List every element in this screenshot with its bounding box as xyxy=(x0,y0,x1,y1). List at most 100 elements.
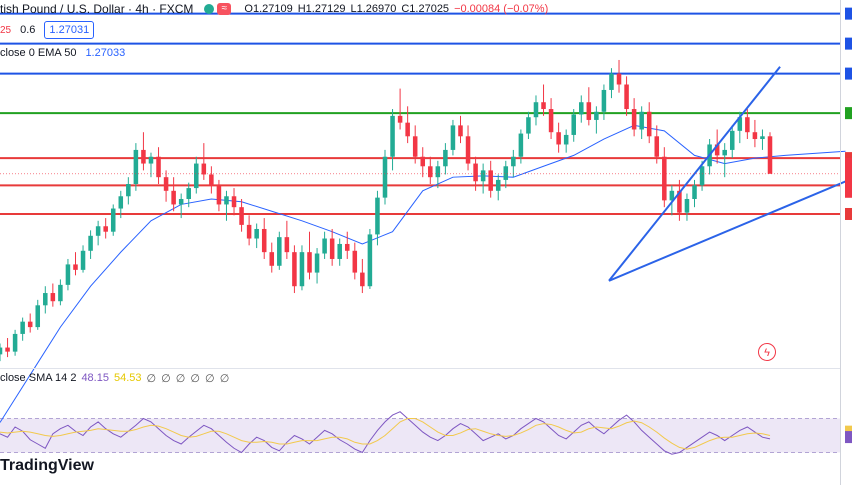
rsi-ma-value: 54.53 xyxy=(113,372,142,384)
change-value: −0.00084 (−0.07%) xyxy=(454,3,549,15)
candle-body xyxy=(277,237,282,266)
rsi-label: close SMA 14 2 xyxy=(0,372,77,384)
lightning-icon[interactable]: ϟ xyxy=(758,343,776,361)
candle-body xyxy=(669,190,675,201)
candle-body xyxy=(699,166,705,186)
candle-body xyxy=(397,115,403,123)
candle-body xyxy=(503,166,509,180)
sell-button[interactable]: 25 xyxy=(0,24,12,36)
candle-body xyxy=(533,102,539,118)
candle-body xyxy=(209,174,214,186)
spread-value: 0.6 xyxy=(20,24,36,36)
candle-body xyxy=(231,196,237,208)
rsi-value: 48.15 xyxy=(81,372,109,384)
candle-body xyxy=(450,125,456,150)
candle-body xyxy=(254,228,259,239)
candle-body xyxy=(541,102,546,110)
candle-body xyxy=(329,238,335,259)
candle-body xyxy=(314,253,320,273)
trendline xyxy=(608,66,781,282)
candle-body xyxy=(65,264,71,285)
candle-body xyxy=(367,234,373,287)
candle-body xyxy=(88,235,93,251)
candle-body xyxy=(126,184,131,197)
candle-body xyxy=(760,136,765,140)
rsi-band-background xyxy=(0,418,840,453)
candle-body xyxy=(27,321,33,328)
candle-body xyxy=(352,250,358,273)
candle-body xyxy=(194,163,199,189)
tradingview-logo[interactable]: TradingView xyxy=(0,457,94,474)
market-open-dot-icon xyxy=(204,4,215,14)
candle-body xyxy=(246,224,252,239)
candle-body xyxy=(488,170,493,191)
candle-body xyxy=(201,163,207,175)
candle-body xyxy=(35,305,41,328)
candle-body xyxy=(714,144,720,156)
candle-body xyxy=(518,133,524,157)
close-value: C1.27025 xyxy=(401,3,450,15)
quote-row: 25 0.6 1.27031 xyxy=(0,21,95,39)
candle-body xyxy=(579,102,584,115)
candle-body xyxy=(465,136,471,164)
candle-body xyxy=(382,156,388,198)
candle-body xyxy=(178,198,184,205)
candle-body xyxy=(526,117,531,134)
candle-body xyxy=(224,196,229,205)
candle-body xyxy=(360,272,365,287)
candle-body xyxy=(745,117,750,133)
candle-body xyxy=(390,115,395,157)
candle-body xyxy=(662,156,667,201)
candle-body xyxy=(594,111,599,120)
candle-body xyxy=(435,166,441,178)
candle-body xyxy=(646,111,652,137)
candle-body xyxy=(156,156,161,178)
candle-body xyxy=(141,149,146,164)
candle-body xyxy=(80,250,86,270)
candle-body xyxy=(556,132,561,145)
candle-body xyxy=(480,170,486,182)
candle-body xyxy=(118,196,124,209)
trendline xyxy=(608,177,852,282)
candle-body xyxy=(261,228,267,253)
candle-body xyxy=(631,109,637,130)
candle-body xyxy=(737,117,743,131)
symbol-legend: tish Pound / U.S. Dollar · 4h · FXCM ≈ O… xyxy=(0,1,548,17)
candle-body xyxy=(5,347,10,352)
ema-label: close 0 EMA 50 xyxy=(0,47,77,59)
candle-body xyxy=(511,156,516,167)
candle-body xyxy=(767,136,773,174)
candle-body xyxy=(548,109,554,133)
candle-body xyxy=(624,84,629,110)
candle-body xyxy=(752,132,758,140)
candle-body xyxy=(601,89,607,112)
candle-body xyxy=(344,243,350,251)
open-value: O1.27109 xyxy=(244,3,293,15)
candle-body xyxy=(103,226,108,232)
ema-legend[interactable]: close 0 EMA 50 1.27033 xyxy=(0,46,125,60)
candle-body xyxy=(375,197,380,235)
candle-body xyxy=(428,166,433,178)
rsi-legend[interactable]: close SMA 14 2 48.15 54.53 ∅ ∅ ∅ ∅ ∅ ∅ xyxy=(0,371,230,385)
candle-body xyxy=(95,226,101,236)
candle-body xyxy=(586,102,592,120)
symbol-title[interactable]: tish Pound / U.S. Dollar · 4h · FXCM xyxy=(0,2,194,16)
candle-body xyxy=(654,136,660,157)
candle-body xyxy=(148,156,154,164)
candle-body xyxy=(43,293,48,306)
candle-body xyxy=(216,185,222,205)
candle-body xyxy=(307,252,312,273)
candle-body xyxy=(133,149,139,184)
level-axis-marker-blue xyxy=(845,67,852,80)
candle-body xyxy=(443,149,448,167)
level-axis-marker-blue xyxy=(845,7,852,20)
candle-body xyxy=(495,179,501,191)
candle-body xyxy=(299,252,305,287)
candle-body xyxy=(163,177,169,191)
buy-button[interactable]: 1.27031 xyxy=(44,21,95,39)
candle-body xyxy=(269,252,275,266)
candle-body xyxy=(405,122,410,137)
market-status[interactable]: ≈ xyxy=(204,3,232,15)
rsi-ma-line xyxy=(0,418,771,450)
